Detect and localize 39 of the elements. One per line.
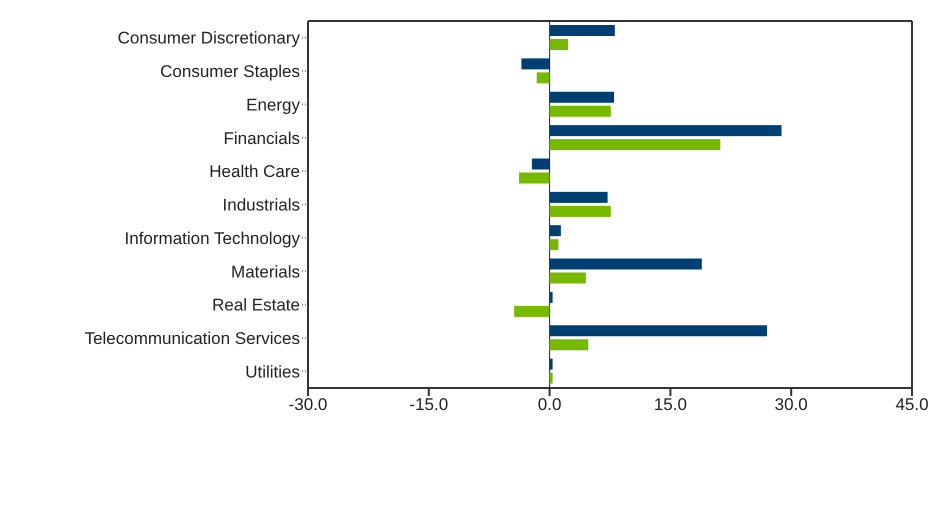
x-tick-label: 0.0 [538,395,562,414]
x-tick-label: -15.0 [409,395,448,414]
bar [521,58,550,70]
y-tick-label: Information Technology [124,228,300,248]
bar [514,306,550,317]
bar [550,272,586,284]
bar [550,292,553,303]
bar [550,325,768,336]
bar [550,125,782,136]
y-tick-label: Utilities [245,362,300,382]
y-tick-label: Financials [223,128,300,148]
y-tick-label: Consumer Discretionary [118,28,300,48]
bar [550,92,614,103]
bar [550,106,611,117]
bar [550,239,558,250]
bar [550,206,611,217]
bar [532,158,550,170]
bar [550,258,702,270]
bar [518,172,550,184]
bar [550,225,561,236]
y-tick-label: Materials [231,262,300,282]
x-tick-label: 45.0 [895,395,929,414]
y-tick-label: Real Estate [212,296,300,315]
x-tick-label: -30.0 [288,395,328,414]
x-tick-label: 15.0 [654,395,687,414]
x-tick-label: 30.0 [774,395,808,414]
bar [536,72,550,84]
y-tick-label: Health Care [209,162,300,182]
bar [550,372,553,384]
bar [550,192,608,203]
bar [550,39,568,50]
bar [550,25,615,36]
y-tick-label: Consumer Staples [160,62,300,82]
y-tick-label: Energy [246,95,300,114]
bar [550,339,588,350]
bar [550,139,720,150]
y-tick-label: Telecommunication Services [84,328,300,348]
y-tick-label: Industrials [222,196,300,215]
bar [550,358,553,370]
